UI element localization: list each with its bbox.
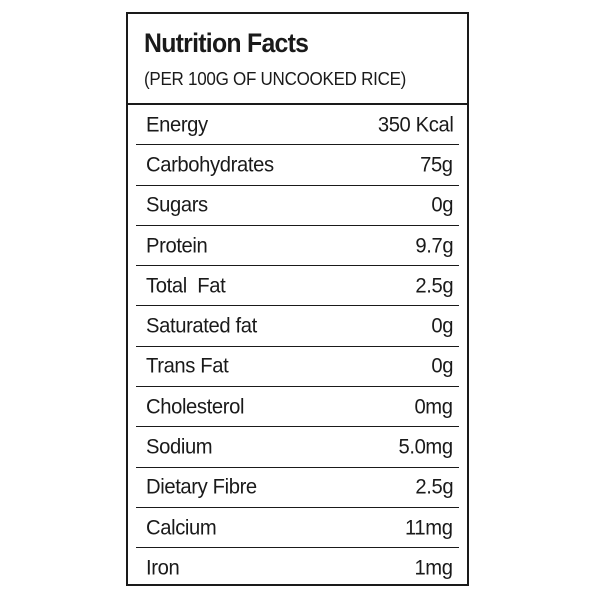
- nutrient-value: 1mg: [414, 555, 454, 580]
- nutrition-facts-label: Nutrition Facts (PER 100G OF UNCOOKED RI…: [126, 12, 469, 586]
- nutrient-name: Carbohydrates: [146, 152, 274, 177]
- nutrient-name: Sodium: [146, 434, 213, 459]
- nutrient-value: 0g: [431, 313, 453, 338]
- label-title: Nutrition Facts: [144, 28, 309, 58]
- nutrient-value: 2.5g: [415, 273, 453, 298]
- nutrient-name: Trans Fat: [146, 353, 229, 378]
- nutrient-value: 11mg: [405, 515, 453, 540]
- nutrient-row-sodium: Sodium 5.0mg: [136, 427, 459, 468]
- label-header: Nutrition Facts (PER 100G OF UNCOOKED RI…: [128, 14, 467, 105]
- nutrient-value: 0g: [431, 192, 453, 217]
- nutrient-row-cholesterol: Cholesterol 0mg: [136, 387, 459, 428]
- nutrient-value: 5.0mg: [398, 434, 454, 459]
- nutrient-row-saturated-fat: Saturated fat 0g: [136, 306, 459, 347]
- nutrient-name: Dietary Fibre: [146, 474, 257, 499]
- nutrient-name: Sugars: [146, 192, 208, 217]
- nutrient-name: Cholesterol: [146, 394, 245, 419]
- nutrient-row-total-fat: Total Fat 2.5g: [136, 266, 459, 307]
- nutrient-value: 75g: [420, 152, 453, 177]
- nutrient-row-trans-fat: Trans Fat 0g: [136, 347, 459, 388]
- nutrient-row-protein: Protein 9.7g: [136, 226, 459, 267]
- nutrient-name: Total Fat: [146, 273, 226, 298]
- nutrient-row-iron: Iron 1mg: [136, 548, 459, 588]
- nutrient-row-dietary-fibre: Dietary Fibre 2.5g: [136, 468, 459, 508]
- nutrient-name: Calcium: [146, 515, 217, 540]
- nutrient-row-carbohydrates: Carbohydrates 75g: [136, 145, 459, 186]
- nutrient-name: Protein: [146, 233, 208, 258]
- nutrient-row-energy: Energy 350 Kcal: [136, 105, 459, 146]
- nutrient-value: 9.7g: [415, 233, 453, 258]
- nutrient-name: Iron: [146, 555, 180, 580]
- nutrient-value: 0mg: [414, 394, 454, 419]
- nutrient-row-sugars: Sugars 0g: [136, 186, 459, 226]
- nutrient-value: 0g: [431, 353, 453, 378]
- nutrient-name: Energy: [146, 112, 208, 137]
- nutrient-value: 2.5g: [415, 474, 453, 499]
- nutrient-table: Energy 350 Kcal Carbohydrates 75g Sugars…: [136, 105, 459, 584]
- label-subtitle: (PER 100G OF UNCOOKED RICE): [144, 68, 407, 89]
- nutrient-name: Saturated fat: [146, 313, 257, 338]
- nutrient-value: 350 Kcal: [377, 112, 453, 137]
- nutrient-row-calcium: Calcium 11mg: [136, 508, 459, 549]
